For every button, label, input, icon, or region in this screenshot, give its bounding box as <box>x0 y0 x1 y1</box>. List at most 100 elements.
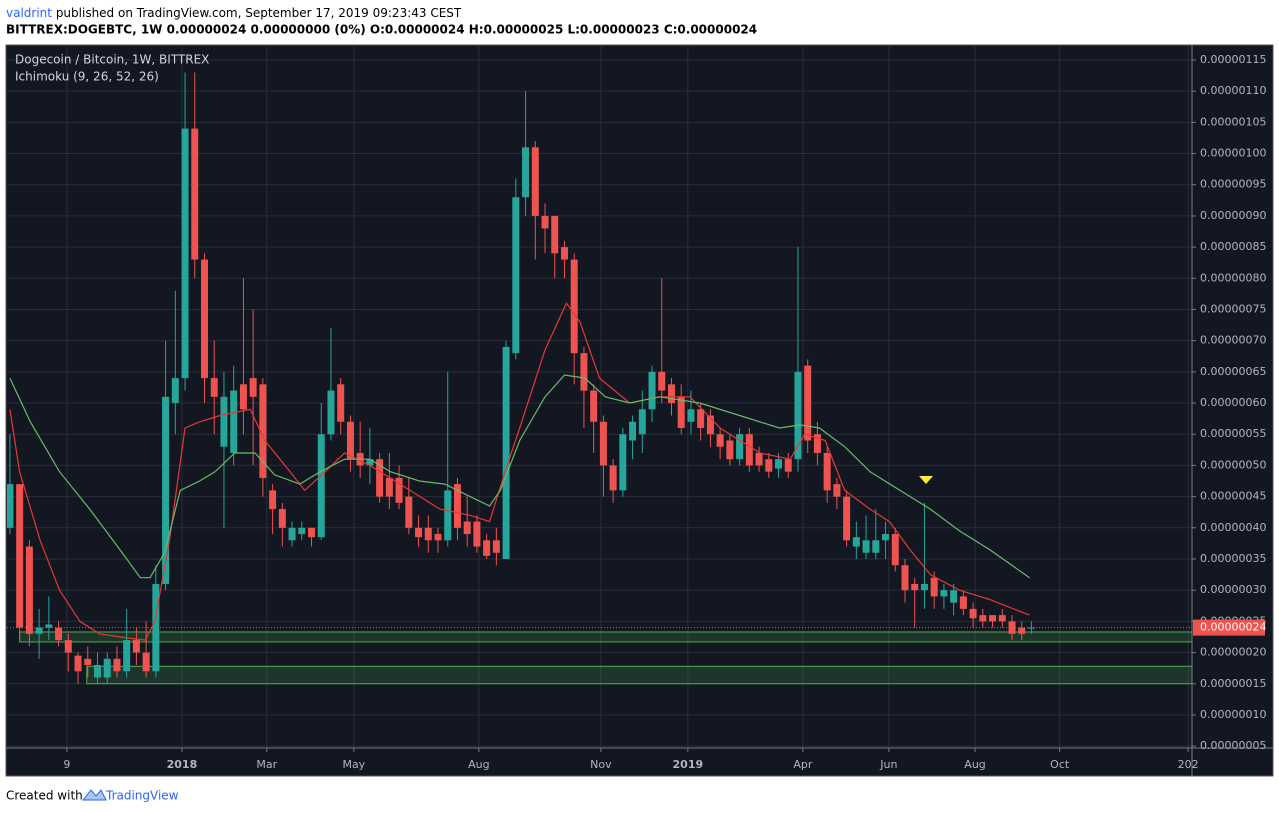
candle-body <box>45 624 53 628</box>
candle-body <box>823 452 831 491</box>
candle-body <box>132 640 140 653</box>
candle-body <box>784 459 792 472</box>
candle-body <box>239 384 247 410</box>
y-tick-label: 0.00000045 <box>1200 490 1266 503</box>
candle-body <box>308 527 316 538</box>
candle-body <box>804 365 812 441</box>
candle-body <box>813 434 821 453</box>
candle-body <box>278 509 286 528</box>
candle-body <box>930 577 938 597</box>
indicator-line <box>9 374 1030 579</box>
candle-body <box>833 484 841 497</box>
candle-body <box>969 608 977 619</box>
y-tick-label: 0.00000065 <box>1200 365 1266 378</box>
candle-body <box>998 615 1006 622</box>
y-tick-label: 0.00000095 <box>1200 178 1266 191</box>
candle-body <box>376 459 384 497</box>
candle-body <box>191 128 199 260</box>
candle-body <box>979 615 987 622</box>
candle-body <box>317 434 325 538</box>
candle-body <box>512 197 520 354</box>
candle-body <box>103 658 111 678</box>
candle-body <box>570 259 578 354</box>
candle-body <box>230 390 238 453</box>
candle-body <box>444 490 452 541</box>
x-tick-label: Oct <box>1050 758 1070 771</box>
indicator-line <box>9 302 1030 641</box>
candle-body <box>123 640 131 672</box>
x-tick-label: 9 <box>63 758 70 771</box>
candle-body <box>405 496 413 528</box>
support-zone <box>19 631 1192 643</box>
y-tick-label: 0.00000050 <box>1200 458 1266 471</box>
grid <box>7 45 1192 748</box>
y-tick-label: 0.00000090 <box>1200 209 1266 222</box>
candle-body <box>1018 627 1026 634</box>
x-tick-label: Nov <box>590 758 612 771</box>
last-price-label: 0.00000024 <box>1200 621 1266 634</box>
y-tick-label: 0.00000015 <box>1200 677 1266 690</box>
candle-body <box>171 378 179 404</box>
y-tick-label: 0.00000055 <box>1200 427 1266 440</box>
candle-body <box>16 484 24 628</box>
candle-body <box>901 565 909 591</box>
x-tick-label: May <box>342 758 365 771</box>
y-tick-label: 0.00000110 <box>1200 84 1266 97</box>
candle-body <box>882 534 890 541</box>
candle-body <box>599 421 607 466</box>
x-tick-label: Mar <box>256 758 277 771</box>
candle-body <box>259 384 267 478</box>
marker-triangle <box>919 476 933 484</box>
candle-body <box>152 583 160 672</box>
candle-body <box>726 440 734 460</box>
x-tick-label: Jun <box>879 758 897 771</box>
candle-body <box>775 459 783 469</box>
x-tick-label: Apr <box>793 758 813 771</box>
candle-body <box>366 459 374 466</box>
candle-body <box>891 534 899 566</box>
candle-body <box>872 540 880 553</box>
candle-body <box>862 540 870 553</box>
candle-body <box>920 583 928 591</box>
candle-body <box>531 147 539 216</box>
candle-body <box>84 658 92 666</box>
y-tick-label: 0.00000035 <box>1200 552 1266 565</box>
candle-body <box>249 378 257 397</box>
candle-body <box>74 655 82 672</box>
y-tick-label: 0.00000085 <box>1200 240 1266 253</box>
candle-body <box>93 665 101 678</box>
candle-body <box>424 527 432 541</box>
candle-body <box>1027 627 1035 629</box>
y-tick-label: 0.00000075 <box>1200 302 1266 315</box>
y-tick-label: 0.00000105 <box>1200 115 1266 128</box>
x-tick-label: Aug <box>468 758 489 771</box>
candle-body <box>950 590 958 603</box>
candle-body <box>590 390 598 422</box>
candle-body <box>658 371 666 391</box>
y-tick-label: 0.00000020 <box>1200 646 1266 659</box>
y-tick-label: 0.00000080 <box>1200 271 1266 284</box>
candle-body <box>541 215 549 229</box>
x-tick-label: 2019 <box>673 758 704 771</box>
symbol-line: BITTREX:DOGEBTC, 1W 0.00000024 0.0000000… <box>6 23 757 37</box>
candle-body <box>201 259 208 379</box>
y-tick-label: 0.00000070 <box>1200 334 1266 347</box>
candle-body <box>220 396 228 447</box>
y-tick-label: 0.00000100 <box>1200 147 1266 160</box>
candle-body <box>765 459 773 472</box>
candle-body <box>629 421 637 441</box>
footer-brand[interactable]: TradingView <box>105 789 179 803</box>
last-price-badge <box>1193 619 1265 636</box>
author[interactable]: valdrint <box>6 6 52 20</box>
candle-body <box>181 128 189 379</box>
candle-body <box>667 384 675 404</box>
candle-body <box>745 434 753 466</box>
plot-area <box>7 72 1192 685</box>
candle-body <box>911 583 919 591</box>
x-tick-label: 202 <box>1178 758 1199 771</box>
candle-body <box>716 434 724 447</box>
axes: 0.00000005 0.00000010 0.00000015 0.00000020… <box>63 53 1266 771</box>
candle-body <box>35 627 43 634</box>
